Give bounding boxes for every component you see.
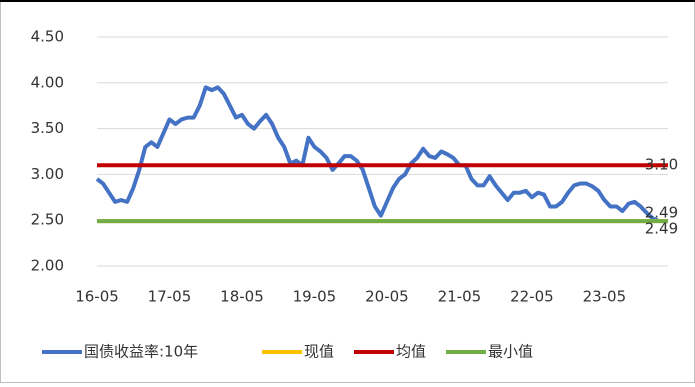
legend-label: 国债收益率:10年 (84, 343, 198, 361)
y-tick-label: 4.50 (31, 28, 64, 46)
y-tick-label: 2.50 (31, 211, 64, 229)
legend-label: 均值 (396, 343, 426, 361)
x-tick-label: 21-05 (438, 288, 482, 306)
data-label: 2.49 (645, 220, 678, 238)
x-tick-label: 20-05 (365, 288, 409, 306)
y-tick-label: 3.00 (31, 165, 64, 183)
x-tick-label: 18-05 (220, 288, 264, 306)
legend-label: 最小值 (488, 343, 533, 361)
legend-label: 现值 (304, 343, 334, 361)
y-tick-label: 4.00 (31, 73, 64, 91)
data-label: 3.10 (645, 156, 678, 174)
x-tick-label: 19-05 (293, 288, 337, 306)
x-tick-label: 23-05 (583, 288, 627, 306)
x-tick-label: 17-05 (148, 288, 192, 306)
data-label: 2.49 (645, 204, 678, 222)
x-tick-label: 22-05 (510, 288, 554, 306)
x-tick-label: 16-05 (75, 288, 119, 306)
y-tick-label: 2.00 (31, 257, 64, 275)
y-tick-label: 3.50 (31, 119, 64, 137)
line-series (95, 85, 660, 223)
